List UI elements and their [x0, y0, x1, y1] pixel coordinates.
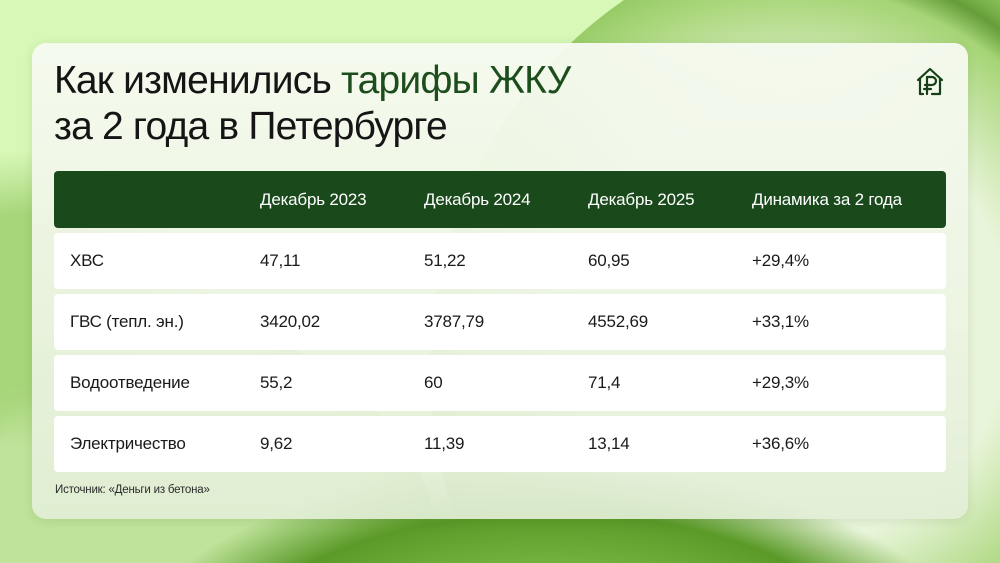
title-accent: тарифы ЖКУ	[341, 59, 571, 102]
cell-value: 51,22	[424, 251, 466, 270]
table-row: ГВС (тепл. эн.) 3420,02 3787,79 4552,69 …	[54, 294, 946, 350]
cell-value: 60	[424, 373, 443, 392]
cell-value: 13,14	[588, 434, 630, 453]
title-line2: за 2 года в Петербурге	[54, 105, 448, 148]
house-ruble-icon	[916, 67, 944, 96]
table-row: Водоотведение 55,2 60 71,4 +29,3%	[54, 355, 946, 411]
cell-dynamics: +36,6%	[752, 434, 809, 453]
table-header: Декабрь 2023 Декабрь 2024 Декабрь 2025 Д…	[54, 171, 946, 228]
table-row: ХВС 47,11 51,22 60,95 +29,4%	[54, 233, 946, 289]
cell-value: 60,95	[588, 251, 630, 270]
header-cell-dec-2025: Декабрь 2025	[588, 190, 695, 209]
cell-value: 9,62	[260, 434, 293, 453]
header-cell-dec-2024: Декабрь 2024	[424, 190, 531, 209]
cell-value: 71,4	[588, 373, 621, 392]
title-prefix: Как изменились	[54, 59, 341, 102]
table-row: Электричество 9,62 11,39 13,14 +36,6%	[54, 416, 946, 472]
cell-dynamics: +29,3%	[752, 373, 809, 392]
row-label: Электричество	[70, 434, 186, 453]
row-label: ХВС	[70, 251, 104, 270]
cell-dynamics: +29,4%	[752, 251, 809, 270]
header-cell-dynamics: Динамика за 2 года	[752, 190, 902, 209]
cell-value: 3420,02	[260, 312, 321, 331]
cell-value: 55,2	[260, 373, 293, 392]
page-title: Как изменились тарифы ЖКУ за 2 года в Пе…	[54, 58, 571, 150]
cell-value: 47,11	[260, 251, 301, 270]
cell-value: 3787,79	[424, 312, 485, 331]
cell-value: 11,39	[424, 434, 465, 453]
source-note: Источник: «Деньги из бетона»	[55, 484, 210, 496]
row-label: ГВС (тепл. эн.)	[70, 312, 184, 331]
row-label: Водоотведение	[70, 373, 190, 392]
header-cell-dec-2023: Декабрь 2023	[260, 190, 367, 209]
cell-dynamics: +33,1%	[752, 312, 809, 331]
cell-value: 4552,69	[588, 312, 649, 331]
